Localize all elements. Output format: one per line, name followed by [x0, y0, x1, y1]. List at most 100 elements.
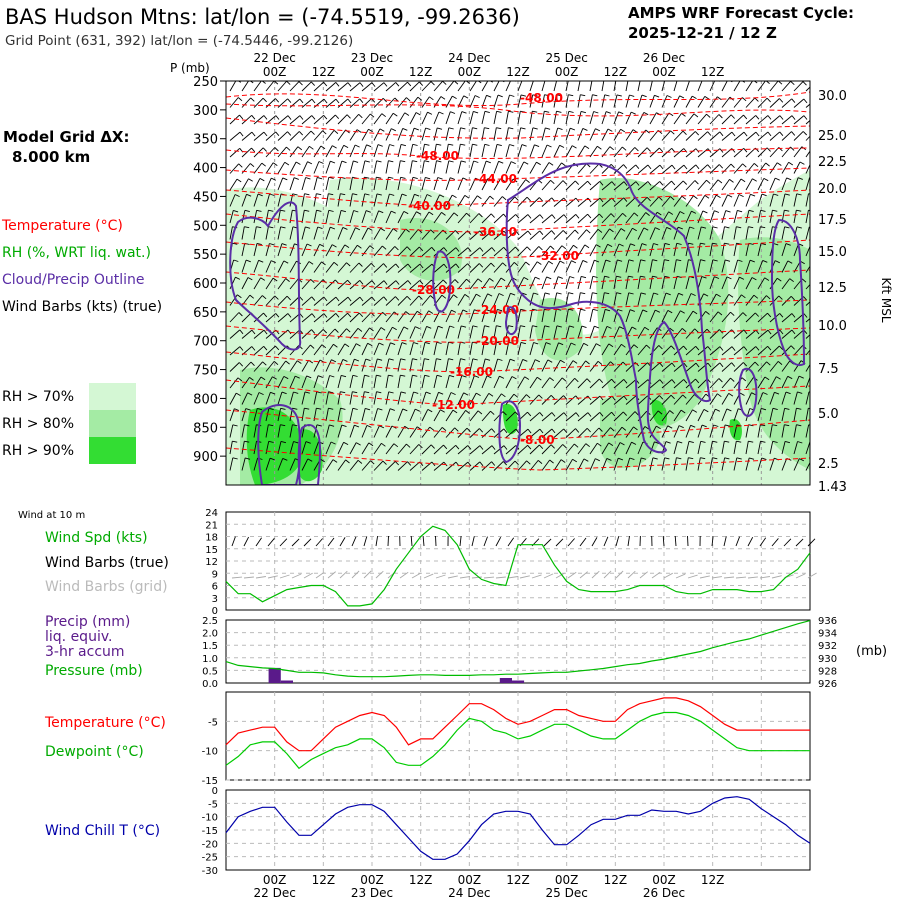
- wind-barb: [457, 427, 468, 438]
- wind-barb: [433, 461, 445, 471]
- wind-barb-flag: [343, 441, 349, 446]
- precip-panel-gridlines: [226, 620, 810, 683]
- wind-barb: [361, 442, 370, 455]
- wind-barb: [397, 280, 409, 290]
- wind-barb-flag: [563, 428, 568, 433]
- wind-barb: [229, 194, 236, 207]
- surface-wind-barbs-true: [231, 535, 816, 547]
- wind-barb-flag: [644, 426, 650, 430]
- wind-barb: [385, 358, 390, 372]
- wind-barb-flag: [790, 146, 795, 151]
- wind-barb-flag: [584, 145, 590, 149]
- wind-barb: [673, 310, 681, 323]
- temperature-series-label: Temperature (°C): [44, 715, 166, 731]
- wind-barb: [613, 228, 622, 240]
- wind-barb: [409, 160, 413, 174]
- wind-barb: [805, 441, 810, 455]
- wind-barb: [481, 262, 492, 273]
- wind-barb-flag: [424, 358, 430, 361]
- wind-barb-flag: [607, 243, 613, 248]
- wind-barb-flag: [778, 295, 783, 300]
- wind-barb-flag: [779, 115, 784, 120]
- wind-barb-flag: [597, 442, 602, 447]
- wind-barb-flag: [441, 427, 447, 432]
- isotherm-label: -16.00: [450, 365, 493, 379]
- legend-temperature: Temperature (°C): [1, 218, 123, 234]
- wind-barb: [229, 346, 241, 356]
- wind-barb: [649, 362, 660, 372]
- wind-barb: [349, 82, 361, 92]
- wind-barb-flag: [574, 229, 579, 234]
- wind-barb: [589, 442, 598, 455]
- wind-barb: [301, 441, 307, 455]
- wind-barb: [685, 394, 695, 405]
- wind-barb-flag: [742, 163, 747, 168]
- wind-barb-flag: [587, 213, 592, 219]
- wind-barb-flag: [475, 392, 481, 396]
- pressure-tick-label: 300: [193, 104, 218, 119]
- wind-barb: [649, 410, 659, 422]
- wind-barb: [589, 326, 595, 339]
- wind-barb-flag: [790, 345, 795, 350]
- wind-barb: [445, 358, 449, 372]
- wind-barb-flag: [400, 176, 406, 179]
- wind-barb-flag: [514, 460, 519, 466]
- wind-barb-flag: [634, 411, 639, 416]
- wind-barb: [661, 130, 671, 141]
- wind-barb: [277, 193, 282, 207]
- wind-barb: [361, 210, 367, 224]
- wind-barb: [385, 246, 396, 257]
- wind-barb: [241, 392, 249, 405]
- wind-barb-flag: [808, 424, 810, 426]
- height-axis-label: Kft MSL: [879, 277, 893, 322]
- wind-barb-flag: [670, 130, 675, 135]
- wind-barb-flag: [342, 358, 348, 362]
- wind-barb: [349, 359, 355, 372]
- wind-barb-flag: [784, 226, 790, 229]
- grid-wind-barb: [315, 571, 325, 579]
- wind-barb: [709, 329, 720, 339]
- wind-barb: [529, 261, 538, 273]
- grid-wind-barb: [483, 576, 495, 579]
- wind-barb: [685, 211, 692, 224]
- wind-barb-flag: [623, 164, 628, 169]
- wind-barb: [589, 128, 596, 141]
- wind-barb: [433, 326, 439, 339]
- wind-barb: [301, 161, 308, 174]
- wind-barb-flag: [503, 247, 508, 252]
- wind-chill-panel: Wind Chill T (°C) 0-5-10-15-20-25-30: [45, 786, 811, 877]
- wind-barb: [253, 457, 259, 471]
- wind-barb: [769, 295, 780, 306]
- wind-barb-flag: [629, 457, 635, 461]
- wind-barb: [433, 144, 437, 158]
- wind-barb-flag: [623, 379, 628, 384]
- wind-barb-flag: [400, 374, 406, 377]
- wind-barb: [385, 375, 389, 389]
- wind-barb-flag: [245, 457, 251, 460]
- wind-barb: [289, 243, 295, 257]
- wind-barb-flag: [808, 407, 810, 410]
- wind-barb: [397, 461, 408, 471]
- grid-wind-barb: [615, 570, 624, 579]
- wind-barb-flag: [347, 279, 352, 285]
- wind-barb-flag: [511, 161, 516, 165]
- wind-barb-flag: [760, 242, 767, 246]
- surface-wind-barb: [807, 538, 816, 547]
- wind-barb: [277, 260, 285, 273]
- wind-barb: [553, 309, 557, 323]
- wind-barb: [289, 278, 299, 290]
- wind-barb: [457, 410, 466, 422]
- wind-barb-flag: [367, 227, 373, 231]
- wind-barb-flag: [597, 360, 603, 365]
- wind-barb: [733, 294, 742, 306]
- wind-speed-series: [225, 525, 811, 607]
- grid-wind-barb: [339, 570, 348, 579]
- wind-barb: [757, 345, 768, 356]
- wind-barb: [253, 178, 261, 191]
- wind-barb: [457, 358, 461, 372]
- wind-barb: [241, 408, 247, 422]
- wind-barb: [421, 246, 433, 257]
- grid-wind-barb: [723, 576, 735, 579]
- wind-barb-flag: [623, 181, 628, 186]
- wind-barb: [481, 213, 492, 224]
